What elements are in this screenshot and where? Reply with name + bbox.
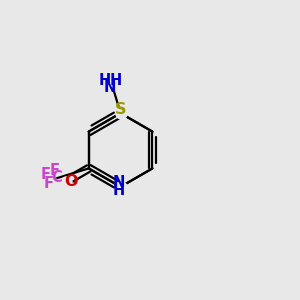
Text: F: F: [44, 176, 54, 190]
Text: N: N: [104, 80, 116, 95]
Text: O: O: [64, 174, 78, 189]
Text: N: N: [113, 176, 125, 190]
Text: C: C: [52, 170, 62, 185]
Text: F: F: [41, 167, 51, 182]
Text: F: F: [50, 163, 60, 178]
Text: H: H: [99, 73, 111, 88]
Text: H: H: [109, 73, 122, 88]
Text: H: H: [113, 183, 125, 198]
Text: S: S: [115, 102, 126, 117]
